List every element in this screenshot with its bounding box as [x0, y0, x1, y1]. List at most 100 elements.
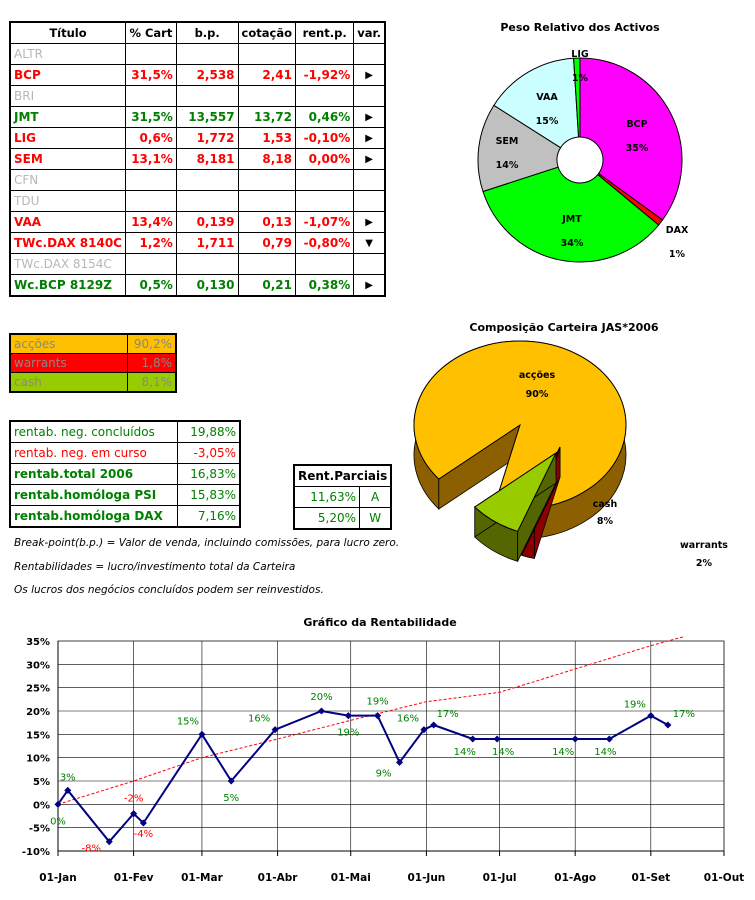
- holding-name: LIG: [9, 127, 126, 149]
- allocation-value: 90,2%: [127, 333, 177, 354]
- relative-weight-pie-chart: Peso Relativo dos Activos BCP 35% DAX 1% JMT 3…: [477, 21, 689, 263]
- holding-rent: 0,00%: [294, 148, 355, 170]
- data-marker: [396, 758, 404, 766]
- data-label: -2%: [124, 794, 143, 805]
- allocation-row: acções 90,2%: [9, 333, 177, 354]
- holding-name: TWc.DAX 8154C: [9, 253, 126, 275]
- holding-quote: [237, 169, 297, 191]
- holdings-table: Título % Cart b.p. cotação rent.p. var. …: [9, 21, 386, 297]
- data-label: 14%: [454, 747, 476, 758]
- chart-title: Gráfico da Rentabilidade: [303, 616, 456, 629]
- slice-label: BCP: [626, 119, 647, 130]
- holding-quote: 0,21: [237, 274, 297, 297]
- holding-rent: -0,10%: [294, 127, 355, 149]
- header-bp: b.p.: [175, 21, 239, 44]
- y-tick-label: 30%: [26, 660, 50, 671]
- y-tick-label: -5%: [29, 824, 50, 835]
- holding-row: JMT 31,5% 13,557 13,72 0,46% ▶: [9, 106, 386, 128]
- allocation-label: acções: [9, 333, 128, 354]
- partial-return-tag: W: [359, 507, 392, 530]
- allocation-value: 1,8%: [127, 353, 177, 373]
- y-tick-label: 0%: [33, 800, 50, 811]
- allocation-row: warrants 1,8%: [9, 353, 177, 373]
- holding-cart: 31,5%: [124, 106, 177, 128]
- holding-var: ▶: [353, 64, 386, 86]
- y-tick-label: 35%: [26, 637, 50, 648]
- holding-cart: [124, 190, 177, 212]
- holding-name: BCP: [9, 64, 126, 86]
- holding-var: ▼: [353, 232, 386, 254]
- holding-quote: 8,18: [237, 148, 297, 170]
- allocation-value: 8,1%: [127, 372, 177, 393]
- holding-bp: [175, 190, 239, 212]
- holding-quote: 0,13: [237, 211, 297, 233]
- holding-quote: [237, 85, 297, 107]
- data-marker: [430, 721, 438, 729]
- pie-slice: [579, 57, 683, 221]
- return-row: rentab.homóloga PSI 15,83%: [9, 484, 241, 506]
- holding-row: BCP 31,5% 2,538 2,41 -1,92% ▶: [9, 64, 386, 86]
- x-tick-label: 01-Abr: [258, 872, 299, 884]
- holding-name: Wc.BCP 8129Z: [9, 274, 126, 297]
- holding-quote: 0,79: [237, 232, 297, 254]
- pie-slice: [573, 57, 581, 138]
- partial-returns-header: Rent.Parciais: [293, 464, 392, 487]
- x-tick-label: 01-Jun: [407, 872, 445, 884]
- header-cart: % Cart: [124, 21, 177, 44]
- holding-bp: 8,181: [175, 148, 239, 170]
- header-cotacao: cotação: [237, 21, 297, 44]
- allocation-label: warrants: [9, 353, 128, 373]
- data-label: 0%: [50, 816, 66, 827]
- x-tick-label: 01-Jan: [39, 872, 76, 884]
- slice-label: DAX: [666, 225, 689, 236]
- x-tick-label: 01-Set: [631, 872, 670, 884]
- partial-return-tag: A: [359, 486, 392, 508]
- holding-name: CFN: [9, 169, 126, 191]
- holding-rent: -1,07%: [294, 211, 355, 233]
- data-marker: [227, 777, 235, 785]
- x-tick-label: 01-Out: [704, 872, 744, 884]
- data-label: 14%: [492, 747, 514, 758]
- slice-value: 1%: [572, 73, 589, 84]
- data-marker: [139, 819, 147, 827]
- return-label: rentab. neg. em curso: [9, 442, 178, 464]
- data-marker: [605, 735, 613, 743]
- holding-var: [353, 85, 386, 107]
- return-row: rentab.homóloga DAX 7,16%: [9, 505, 241, 528]
- holding-bp: 2,538: [175, 64, 239, 86]
- data-label: -4%: [134, 829, 153, 840]
- data-label: 14%: [552, 747, 574, 758]
- holding-cart: [124, 169, 177, 191]
- returns-line-chart: Gráfico da Rentabilidade-10%-5%0%5%10%15…: [22, 616, 744, 884]
- holding-row: ALTR: [9, 43, 386, 65]
- holding-quote: 2,41: [237, 64, 297, 86]
- y-tick-label: 25%: [26, 684, 50, 695]
- holding-var: ▶: [353, 274, 386, 297]
- note-rentabilidades: Rentabilidades = lucro/investimento tota…: [14, 561, 296, 573]
- partial-returns-row: 11,63% A: [293, 486, 392, 508]
- slice-value: 35%: [626, 143, 649, 154]
- pie-slice: [413, 340, 627, 510]
- holding-name: SEM: [9, 148, 126, 170]
- holding-var: [353, 43, 386, 65]
- slice-label: JMT: [561, 214, 582, 225]
- note-break-point: Break-point(b.p.) = Valor de venda, incl…: [14, 537, 400, 549]
- holding-bp: [175, 169, 239, 191]
- slice-value: 2%: [696, 558, 713, 569]
- portfolio-composition-pie-chart: Composição Carteira JAS*2006 acções 90% cas…: [413, 321, 728, 569]
- holding-quote: 1,53: [237, 127, 297, 149]
- slice-label: acções: [519, 370, 556, 381]
- slice-value: 90%: [526, 389, 549, 400]
- holding-row: SEM 13,1% 8,181 8,18 0,00% ▶: [9, 148, 386, 170]
- x-tick-label: 01-Mai: [331, 872, 371, 884]
- holding-row: VAA 13,4% 0,139 0,13 -1,07% ▶: [9, 211, 386, 233]
- holding-rent: -0,80%: [294, 232, 355, 254]
- x-tick-label: 01-Fev: [114, 872, 154, 884]
- data-marker: [571, 735, 579, 743]
- data-label: 17%: [437, 709, 459, 720]
- benchmark-line: [57, 635, 686, 805]
- holding-rent: [294, 169, 355, 191]
- pie-slice: [473, 451, 558, 532]
- y-tick-label: 15%: [26, 730, 50, 741]
- data-marker: [664, 721, 672, 729]
